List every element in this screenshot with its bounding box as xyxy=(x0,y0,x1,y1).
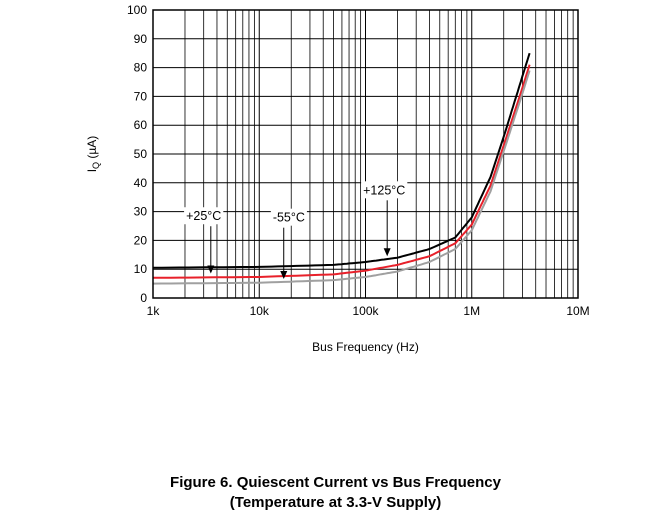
y-tick-label: 50 xyxy=(134,147,148,161)
annotation-arrow-head xyxy=(383,248,391,257)
y-tick-label: 90 xyxy=(134,32,148,46)
y-axis-label-unit: (µA) xyxy=(85,136,99,162)
annotation: +125°C xyxy=(361,181,408,257)
y-tick-label: 40 xyxy=(134,176,148,190)
y-tick-label: 0 xyxy=(140,291,147,305)
y-tick-label: 20 xyxy=(134,233,148,247)
y-tick-label: 60 xyxy=(134,118,148,132)
annotation: -55°C xyxy=(270,208,307,279)
plot-frame xyxy=(152,9,579,299)
annotations: +125°C +25°C -55°C xyxy=(184,181,408,279)
annotation: +25°C xyxy=(184,207,224,274)
grid xyxy=(152,9,578,299)
x-tick-label: 1k xyxy=(147,304,161,318)
y-tick-label: 70 xyxy=(134,89,148,103)
annotation-arrow-head xyxy=(207,265,215,274)
annotation-label: +25°C xyxy=(186,209,221,223)
x-axis-label: Bus Frequency (Hz) xyxy=(312,340,419,354)
chart: 1k 10k 100k 1M 10M 0 10 20 30 40 50 60 70 80 90 100 +12… xyxy=(85,3,590,354)
y-tick-label: 30 xyxy=(134,205,148,219)
y-tick-label: 10 xyxy=(134,262,148,276)
y-tick-label: 80 xyxy=(134,61,148,75)
annotation-background xyxy=(184,207,224,225)
figure-caption-subtitle: (Temperature at 3.3-V Supply) xyxy=(229,494,442,511)
y-axis-label-sub: Q xyxy=(91,162,101,169)
x-tick-label: 100k xyxy=(352,304,379,318)
x-tick-label: 10k xyxy=(250,304,270,318)
series-layer xyxy=(152,52,531,285)
annotation-label: -55°C xyxy=(273,211,305,225)
series-line xyxy=(152,70,531,285)
figure-caption-title: Figure 6. Quiescent Current vs Bus Frequ… xyxy=(170,474,501,491)
x-tick-label: 1M xyxy=(463,304,480,318)
x-tick-label: 10M xyxy=(566,304,589,318)
series-line xyxy=(153,64,531,279)
y-axis-label: IQ (µA) xyxy=(85,136,101,173)
annotation-label: +125°C xyxy=(363,183,405,197)
series-line xyxy=(152,52,531,269)
y-tick-label: 100 xyxy=(127,3,147,17)
annotation-arrow-head xyxy=(280,270,288,279)
annotation-background xyxy=(361,181,408,199)
annotation-background xyxy=(270,208,307,226)
tick-labels: 1k 10k 100k 1M 10M 0 10 20 30 40 50 60 70 80 90 100 xyxy=(127,3,590,318)
y-axis-label-main: I xyxy=(85,169,99,172)
